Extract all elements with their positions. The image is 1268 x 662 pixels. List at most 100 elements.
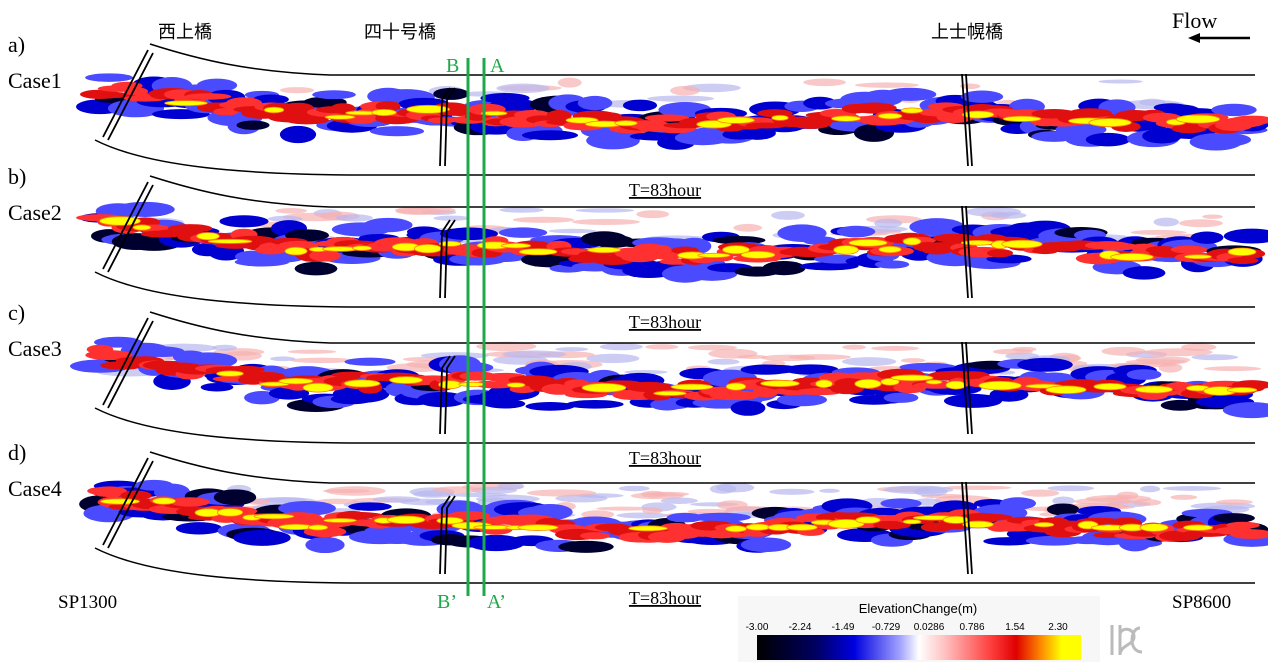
high-deposition bbox=[1227, 387, 1257, 392]
deposit-wisp bbox=[270, 356, 295, 361]
deposit-wisp bbox=[1140, 486, 1160, 493]
deposit-wisp bbox=[1181, 343, 1216, 350]
deposit-wisp bbox=[1101, 347, 1146, 356]
deposit-wisp bbox=[617, 512, 669, 518]
high-deposition bbox=[352, 246, 371, 251]
high-deposition bbox=[891, 375, 933, 381]
high-deposition bbox=[879, 246, 902, 252]
high-deposition bbox=[285, 247, 307, 255]
high-deposition bbox=[834, 245, 859, 254]
erosion bbox=[1213, 513, 1255, 523]
high-deposition bbox=[587, 247, 620, 252]
deposition bbox=[170, 497, 210, 506]
erosion bbox=[280, 126, 316, 143]
high-deposition bbox=[717, 117, 754, 123]
deposit-wisp bbox=[733, 224, 762, 232]
high-deposition bbox=[217, 508, 243, 516]
panel-label: a) bbox=[8, 32, 25, 57]
high-deposition bbox=[406, 105, 449, 113]
deposit-wisp bbox=[1216, 499, 1253, 504]
colorbar-title: ElevationChange(m) bbox=[859, 601, 978, 616]
erosion bbox=[1199, 133, 1251, 147]
deposit-wisp bbox=[641, 491, 666, 498]
deposit-wisp bbox=[1012, 347, 1037, 352]
high-deposition bbox=[903, 238, 921, 245]
high-deposition bbox=[1140, 524, 1168, 532]
colorbar-tick-label: -1.49 bbox=[832, 622, 855, 633]
high-deposition bbox=[1228, 248, 1256, 256]
deposit-wisp bbox=[502, 350, 566, 358]
deposit-wisp bbox=[527, 489, 596, 496]
flow-arrowhead bbox=[1188, 33, 1200, 43]
deposit-wisp bbox=[558, 78, 582, 88]
deposit-wisp bbox=[761, 355, 816, 361]
case-label: Case1 bbox=[8, 68, 62, 93]
deposit-wisp bbox=[1202, 214, 1223, 218]
panel-label: d) bbox=[8, 440, 26, 465]
deposit-wisp bbox=[1191, 354, 1238, 360]
deposit-wisp bbox=[433, 216, 469, 221]
deposit-wisp bbox=[1179, 219, 1223, 227]
erosion bbox=[236, 121, 269, 130]
erosion bbox=[1127, 369, 1162, 380]
high-deposition bbox=[582, 383, 626, 392]
erosion bbox=[623, 100, 657, 112]
high-deposition bbox=[787, 524, 818, 530]
deposit-wisp bbox=[555, 347, 588, 351]
deposit-wisp bbox=[647, 95, 714, 101]
deposit-wisp bbox=[1170, 495, 1197, 500]
river-bank bbox=[150, 44, 1255, 75]
high-deposition bbox=[323, 247, 358, 252]
deposit-wisp bbox=[212, 345, 237, 351]
erosion bbox=[777, 393, 827, 406]
erosion bbox=[875, 260, 910, 268]
high-deposition bbox=[856, 517, 880, 524]
deposit-wisp bbox=[688, 345, 737, 351]
erosion bbox=[85, 73, 133, 82]
high-deposition bbox=[963, 521, 994, 528]
erosion bbox=[305, 537, 344, 553]
colorbar-tick-label: 0.786 bbox=[959, 622, 984, 633]
section-label: B bbox=[446, 55, 459, 77]
high-deposition bbox=[1003, 116, 1041, 121]
high-deposition bbox=[961, 240, 995, 245]
deposit-wisp bbox=[326, 486, 386, 496]
colorbar-tick-label: -2.24 bbox=[789, 622, 812, 633]
river-bank bbox=[95, 548, 1255, 583]
section-label: A bbox=[490, 55, 505, 77]
section-label: B’ bbox=[437, 591, 457, 613]
deposit-wisp bbox=[572, 219, 640, 225]
deposit-wisp bbox=[1204, 366, 1261, 371]
deposit-wisp bbox=[432, 486, 482, 493]
river-bank bbox=[95, 408, 1255, 443]
high-deposition bbox=[615, 121, 638, 126]
station-label: SP1300 bbox=[58, 592, 117, 613]
high-deposition bbox=[279, 524, 313, 529]
erosion bbox=[312, 90, 356, 99]
erosion bbox=[295, 262, 338, 276]
high-deposition bbox=[414, 244, 441, 252]
deposit-wisp bbox=[842, 357, 896, 366]
deposit-wisp bbox=[1047, 485, 1094, 491]
case-label: Case2 bbox=[8, 200, 62, 225]
high-deposition bbox=[855, 379, 881, 388]
high-deposition bbox=[279, 378, 313, 384]
high-deposition bbox=[741, 251, 775, 258]
deposit-wisp bbox=[549, 229, 597, 233]
high-deposition bbox=[501, 243, 530, 248]
deposit-wisp bbox=[901, 358, 926, 363]
erosion bbox=[566, 400, 623, 409]
deposit-wisp bbox=[842, 345, 866, 350]
deposit-wisp bbox=[1154, 218, 1180, 227]
deposit-wisp bbox=[645, 344, 678, 349]
high-deposition bbox=[507, 383, 525, 388]
high-deposition bbox=[816, 380, 833, 388]
erosion bbox=[1086, 133, 1131, 147]
time-label: T=83hour bbox=[629, 312, 701, 332]
erosion bbox=[837, 226, 875, 238]
high-deposition bbox=[389, 377, 422, 384]
high-deposition bbox=[165, 101, 208, 106]
page: a)Case1T=83hourb)Case2T=83hourc)Case3T=8… bbox=[0, 0, 1268, 662]
deposit-wisp bbox=[1021, 490, 1059, 497]
high-deposition bbox=[1034, 522, 1054, 527]
